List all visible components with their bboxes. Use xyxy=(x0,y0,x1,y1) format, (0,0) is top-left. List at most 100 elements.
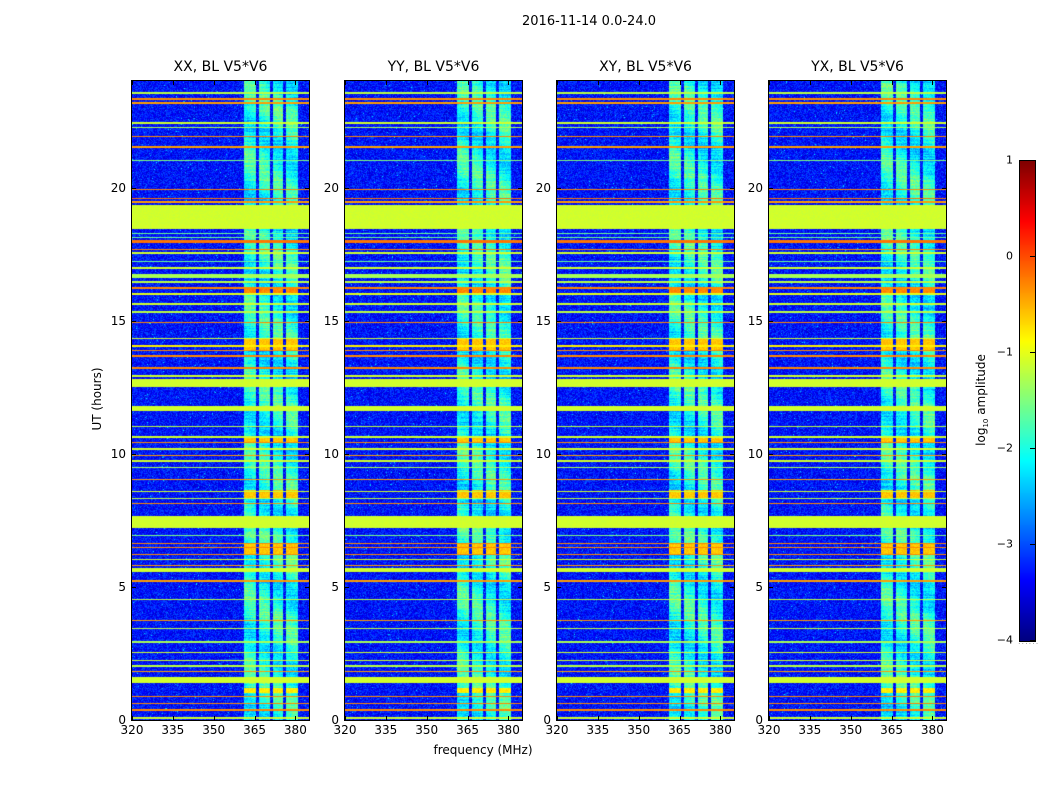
x-tick-mark xyxy=(345,716,346,720)
y-tick-label: 5 xyxy=(118,579,126,594)
y-tick-mark xyxy=(518,320,522,322)
colorbar xyxy=(1019,160,1036,642)
x-tick-mark xyxy=(508,716,510,720)
y-tick-label: 0 xyxy=(331,713,339,727)
y-tick-mark xyxy=(769,720,773,721)
x-tick-mark xyxy=(467,81,469,85)
colorbar-label-main: log xyxy=(973,427,988,446)
x-tick-mark xyxy=(172,716,174,720)
y-tick-mark xyxy=(345,586,349,588)
y-tick-mark xyxy=(345,720,349,721)
x-tick-mark xyxy=(254,81,256,85)
x-tick-label: 335 xyxy=(798,723,822,737)
y-tick-label: 10 xyxy=(535,446,551,461)
y-tick-mark xyxy=(557,586,561,588)
y-tick-mark xyxy=(132,453,136,455)
y-tick-mark xyxy=(345,453,349,455)
colorbar-label-rest: amplitude xyxy=(973,354,988,419)
y-tick-mark xyxy=(557,720,561,721)
waterfall-panel: XY, BL V5*V6 320 335 350 365 380 0 5 10 15 20 xyxy=(536,59,735,737)
y-tick-label: 15 xyxy=(323,313,339,328)
colorbar-tick-label: −4 xyxy=(996,633,1013,647)
x-tick-mark xyxy=(254,716,256,720)
y-tick-mark xyxy=(305,720,309,721)
y-tick-mark xyxy=(730,720,734,721)
x-tick-mark xyxy=(638,716,640,720)
y-tick-mark xyxy=(730,187,734,189)
colorbar-tick-mark xyxy=(1030,160,1035,161)
x-tick-mark xyxy=(932,81,934,85)
y-tick-mark xyxy=(132,720,136,721)
y-tick-mark xyxy=(769,586,773,588)
x-tick-label: 320 xyxy=(545,723,569,737)
y-tick-mark xyxy=(769,320,773,322)
y-tick-label: 5 xyxy=(543,579,551,594)
colorbar-tick-mark xyxy=(1030,640,1035,641)
x-tick-mark xyxy=(467,716,469,720)
x-tick-mark xyxy=(932,716,934,720)
y-tick-mark xyxy=(942,320,946,322)
y-tick-mark xyxy=(305,586,309,588)
colorbar-tick-label: 1 xyxy=(1006,153,1013,167)
colorbar-tick-label: −3 xyxy=(996,537,1013,551)
y-tick-mark xyxy=(345,187,349,189)
y-tick-mark xyxy=(942,720,946,721)
y-tick-mark xyxy=(305,320,309,322)
colorbar-tick-label: 0 xyxy=(1006,249,1013,263)
colorbar-gradient xyxy=(1020,161,1035,641)
x-tick-label: 350 xyxy=(839,723,863,737)
y-tick-mark xyxy=(518,453,522,455)
colorbar-extension-marker: ...... xyxy=(1018,637,1040,646)
y-tick-mark xyxy=(518,586,522,588)
x-tick-label: 335 xyxy=(374,723,398,737)
y-tick-label: 15 xyxy=(535,313,551,328)
x-tick-mark xyxy=(426,716,428,720)
x-tick-mark xyxy=(385,81,387,85)
colorbar-label-sub: 10 xyxy=(982,418,991,428)
y-tick-label: 10 xyxy=(110,446,126,461)
x-tick-label: 365 xyxy=(668,723,691,737)
x-tick-label: 365 xyxy=(880,723,903,737)
x-tick-mark xyxy=(769,716,770,720)
x-tick-mark xyxy=(769,81,770,85)
y-axis-label: UT (hours) xyxy=(90,367,104,431)
x-tick-label: 380 xyxy=(496,723,520,737)
y-tick-mark xyxy=(132,320,136,322)
x-tick-mark xyxy=(557,81,558,85)
y-tick-label: 20 xyxy=(110,180,126,195)
x-tick-mark xyxy=(679,716,681,720)
x-tick-label: 335 xyxy=(161,723,185,737)
y-tick-mark xyxy=(769,187,773,189)
panel-title: YY, BL V5*V6 xyxy=(387,59,480,75)
y-tick-mark xyxy=(557,320,561,322)
panel-title: YX, BL V5*V6 xyxy=(811,59,904,75)
x-tick-mark xyxy=(891,81,893,85)
x-tick-label: 350 xyxy=(202,723,226,737)
x-tick-mark xyxy=(720,716,722,720)
y-tick-mark xyxy=(518,720,522,721)
x-tick-mark xyxy=(426,81,428,85)
y-tick-mark xyxy=(557,453,561,455)
x-tick-label: 380 xyxy=(920,723,944,737)
x-tick-mark xyxy=(809,716,811,720)
heatmap-image xyxy=(769,81,946,720)
colorbar-label: log10 amplitude xyxy=(974,354,990,446)
y-tick-label: 20 xyxy=(535,180,551,195)
colorbar-tick-mark xyxy=(1030,352,1035,353)
figure-suptitle: 2016-11-14 0.0-24.0 xyxy=(522,14,656,29)
y-tick-label: 0 xyxy=(118,713,126,727)
y-tick-mark xyxy=(132,187,136,189)
colorbar-tick-mark xyxy=(1030,448,1035,449)
x-tick-label: 320 xyxy=(333,723,357,737)
x-axis-label: frequency (MHz) xyxy=(433,743,533,757)
y-tick-mark xyxy=(730,320,734,322)
y-tick-label: 20 xyxy=(747,180,763,195)
y-tick-label: 10 xyxy=(747,446,763,461)
y-tick-label: 10 xyxy=(323,446,339,461)
waterfall-panel: YY, BL V5*V6 320 335 350 365 380 0 5 10 15 20 xyxy=(324,59,523,737)
y-tick-mark xyxy=(557,187,561,189)
y-tick-label: 5 xyxy=(331,579,339,594)
heatmap-image xyxy=(132,81,309,720)
x-tick-label: 320 xyxy=(120,723,144,737)
x-tick-label: 365 xyxy=(456,723,479,737)
